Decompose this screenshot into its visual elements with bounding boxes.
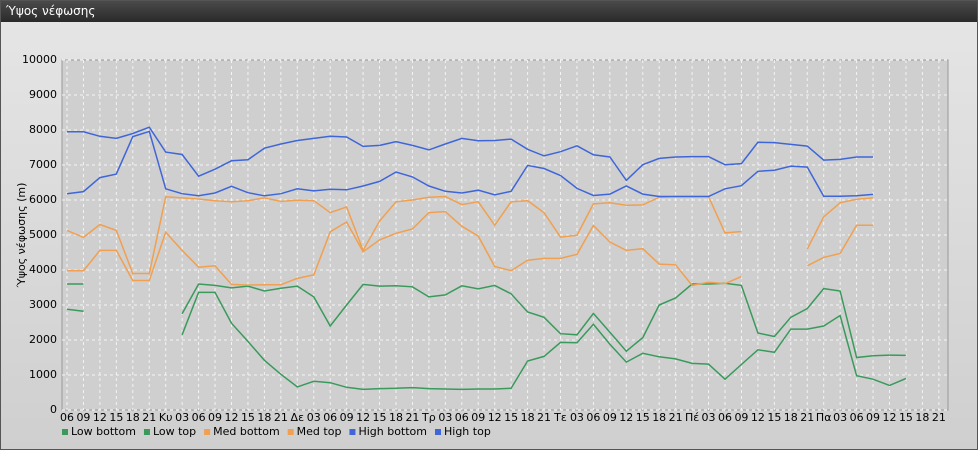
x-tick-label: 12 [619,411,633,424]
x-tick-label: 09 [603,411,617,424]
y-tick-label: 9000 [29,88,57,101]
title-bar: Ύψος νέφωσης [1,1,977,22]
x-tick-label: 03 [570,411,584,424]
x-tick-label: 09 [208,411,222,424]
x-tick-label: 12 [883,411,897,424]
x-tick-label: 03 [702,411,716,424]
y-tick-label: 10000 [22,53,57,66]
legend-label: Low bottom [71,425,136,438]
x-tick-label: 12 [93,411,107,424]
x-tick-label: Πα [816,411,832,424]
y-tick-label: 5000 [29,228,57,241]
x-tick-label: 03 [438,411,452,424]
y-axis-label: Ύψος νέφωσης (m) [15,183,28,289]
x-tick-label: 15 [241,411,255,424]
legend-swatch [287,429,294,435]
x-tick-label: 18 [521,411,535,424]
x-tick-label: 06 [455,411,469,424]
x-tick-label: Τρ [421,411,436,424]
x-tick-label: 09 [471,411,485,424]
x-tick-label: Τε [553,411,567,424]
y-tick-label: 4000 [29,263,57,276]
series-line [66,291,907,391]
x-tick-label: 21 [537,411,551,424]
x-tick-label: 06 [60,411,74,424]
x-tick-label: Κυ [159,411,173,424]
x-tick-label: 21 [405,411,419,424]
legend-label: Med top [297,425,342,438]
x-tick-label: 21 [800,411,814,424]
x-tick-label: 12 [356,411,370,424]
x-tick-label: 09 [340,411,354,424]
y-tick-label: 7000 [29,158,57,171]
x-tick-label: Δε [291,411,305,424]
y-tick-label: 0 [50,403,57,416]
y-tick-label: 8000 [29,123,57,136]
x-tick-label: 06 [718,411,732,424]
series-line [67,210,873,287]
legend-label: High bottom [358,425,427,438]
y-tick-label: 1000 [29,368,57,381]
x-tick-label: 15 [899,411,913,424]
x-tick-label: 09 [734,411,748,424]
x-tick-label: 15 [373,411,387,424]
series-line [67,282,906,359]
x-tick-label: 15 [109,411,123,424]
x-tick-label: 12 [225,411,239,424]
x-tick-label: 18 [126,411,140,424]
x-tick-label: 21 [142,411,156,424]
x-tick-label: Πέ [685,411,699,424]
x-tick-label: 03 [833,411,847,424]
x-tick-label: 18 [257,411,271,424]
x-tick-label: 06 [192,411,206,424]
y-tick-label: 2000 [29,333,57,346]
x-tick-label: 18 [389,411,403,424]
legend-label: High top [444,425,491,438]
series-line [66,130,874,198]
y-tick-label: 6000 [29,193,57,206]
x-tick-label: 06 [323,411,337,424]
legend-label: Med bottom [213,425,280,438]
x-tick-label: 18 [784,411,798,424]
x-tick-label: 18 [915,411,929,424]
x-tick-label: 15 [767,411,781,424]
legend-swatch [143,429,150,435]
x-tick-label: 21 [932,411,946,424]
y-tick-label: 3000 [29,298,57,311]
legend-swatch [204,429,211,435]
legend-swatch [435,429,441,435]
series-line [66,195,874,275]
x-tick-label: 12 [488,411,502,424]
x-tick-label: 06 [586,411,600,424]
x-tick-label: 06 [850,411,864,424]
legend-swatch [62,429,68,435]
x-tick-label: 21 [669,411,683,424]
legend-swatch [349,429,356,435]
x-tick-label: 09 [76,411,90,424]
x-tick-label: 21 [274,411,288,424]
series-line [67,126,873,182]
x-tick-label: 15 [504,411,518,424]
x-tick-label: 12 [751,411,765,424]
x-tick-label: 18 [652,411,666,424]
x-tick-label: 03 [175,411,189,424]
x-tick-label: 09 [866,411,880,424]
legend-label: Low top [153,425,196,438]
window-title: Ύψος νέφωσης [6,4,96,18]
x-tick-label: 15 [636,411,650,424]
x-tick-label: 03 [307,411,321,424]
